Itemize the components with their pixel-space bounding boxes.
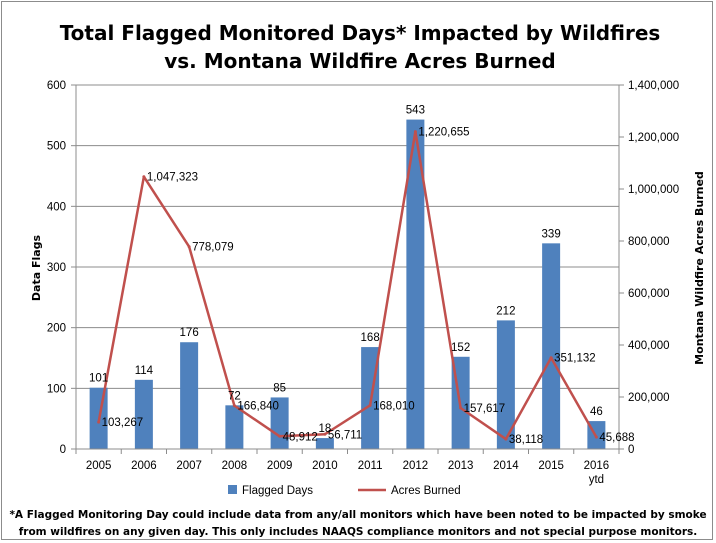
- line-data-label: 778,079: [192, 242, 234, 254]
- y2-tick-label: 800,000: [628, 236, 670, 248]
- line-data-label: 157,617: [464, 403, 506, 415]
- y-tick-label: 100: [47, 383, 66, 395]
- y2-tick-label: 400,000: [628, 340, 670, 352]
- y2-tick-label: 0: [628, 444, 634, 456]
- line-point: [504, 437, 508, 441]
- x-tick-label: 2005: [86, 460, 112, 472]
- bar-data-label: 72: [228, 390, 241, 402]
- bar-data-label: 101: [89, 373, 108, 385]
- line-data-label: 168,010: [373, 400, 415, 412]
- line-point: [278, 434, 282, 438]
- legend-label-bar: Flagged Days: [242, 485, 313, 497]
- y2-tick-label: 600,000: [628, 288, 670, 300]
- x-tick-label: 2007: [176, 460, 202, 472]
- x-tick-label: 2014: [493, 460, 519, 472]
- x-tick-label: 2010: [312, 460, 338, 472]
- line-point: [459, 406, 463, 410]
- bar: [406, 119, 425, 449]
- y-tick-label: 400: [47, 201, 66, 213]
- line-point: [187, 245, 191, 249]
- line-point: [549, 356, 553, 360]
- bar-data-label: 168: [361, 332, 380, 344]
- footnote-line-2: from wildfires on any given day. This on…: [18, 526, 698, 538]
- y2-tick-label: 1,000,000: [628, 184, 679, 196]
- bar: [225, 405, 244, 449]
- bar: [542, 243, 561, 449]
- line-point: [97, 420, 101, 424]
- line-point: [323, 432, 327, 436]
- line-data-label: 48,912: [283, 431, 318, 443]
- legend-label-line: Acres Burned: [391, 485, 461, 497]
- line-data-label: 1,220,655: [418, 127, 469, 139]
- line-point: [232, 404, 236, 408]
- x-tick-label: 2009: [267, 460, 293, 472]
- chart-title-line-2: vs. Montana Wildfire Acres Burned: [164, 49, 556, 73]
- bar: [180, 342, 199, 449]
- y2-tick-label: 200,000: [628, 392, 670, 404]
- bar-data-label: 18: [318, 423, 331, 435]
- chart: Total Flagged Monitored Days* Impacted b…: [30, 21, 706, 497]
- y2-tick-label: 1,400,000: [628, 80, 679, 92]
- line-point: [413, 130, 417, 134]
- y2-tick-label: 1,200,000: [628, 132, 679, 144]
- bar-data-label: 46: [590, 406, 603, 418]
- bar-data-label: 114: [135, 365, 154, 377]
- chart-title-line-1: Total Flagged Monitored Days* Impacted b…: [60, 21, 661, 45]
- line-point: [142, 175, 146, 179]
- line-data-label: 45,688: [599, 432, 634, 444]
- legend-swatch-bar: [228, 485, 237, 494]
- x-tick-label: 2011: [358, 460, 383, 472]
- y-axis-label: Data Flags: [30, 234, 43, 301]
- x-tick-label: 2012: [403, 460, 429, 472]
- line-data-label: 351,132: [554, 353, 596, 365]
- bar: [134, 379, 153, 449]
- x-tick-label: 2006: [131, 460, 157, 472]
- bar: [315, 438, 334, 449]
- y-tick-label: 0: [60, 444, 66, 456]
- line-data-label: 38,118: [509, 434, 543, 446]
- bar-data-label: 339: [542, 228, 561, 240]
- acres-line: [97, 130, 598, 441]
- bar-data-label: 176: [180, 327, 199, 339]
- line-data-label: 1,047,323: [147, 172, 198, 184]
- y-tick-label: 500: [47, 141, 66, 153]
- bar-data-label: 85: [273, 382, 286, 394]
- line-point: [594, 435, 598, 439]
- bar-data-label: 152: [451, 342, 470, 354]
- line-data-label: 103,267: [102, 417, 144, 429]
- line-data-label: 166,840: [237, 401, 279, 413]
- footnote: *A Flagged Monitoring Day could include …: [0, 507, 716, 541]
- y2-axis-label: Montana Wildfire Acres Burned: [693, 171, 706, 365]
- x-tick-label: ytd: [589, 474, 604, 486]
- line-data-label: 56,711: [328, 429, 362, 441]
- line-point: [368, 403, 372, 407]
- y-tick-label: 300: [47, 262, 66, 274]
- bar: [496, 320, 515, 449]
- bar-data-label: 212: [496, 305, 515, 317]
- y-tick-label: 200: [47, 323, 66, 335]
- footnote-line-1: *A Flagged Monitoring Day could include …: [9, 509, 707, 521]
- x-tick-label: 2016: [584, 460, 610, 472]
- x-tick-label: 2008: [222, 460, 248, 472]
- x-tick-label: 2013: [448, 460, 474, 472]
- x-tick-label: 2015: [538, 460, 564, 472]
- bar-data-label: 543: [406, 105, 425, 117]
- y-tick-label: 600: [47, 80, 66, 92]
